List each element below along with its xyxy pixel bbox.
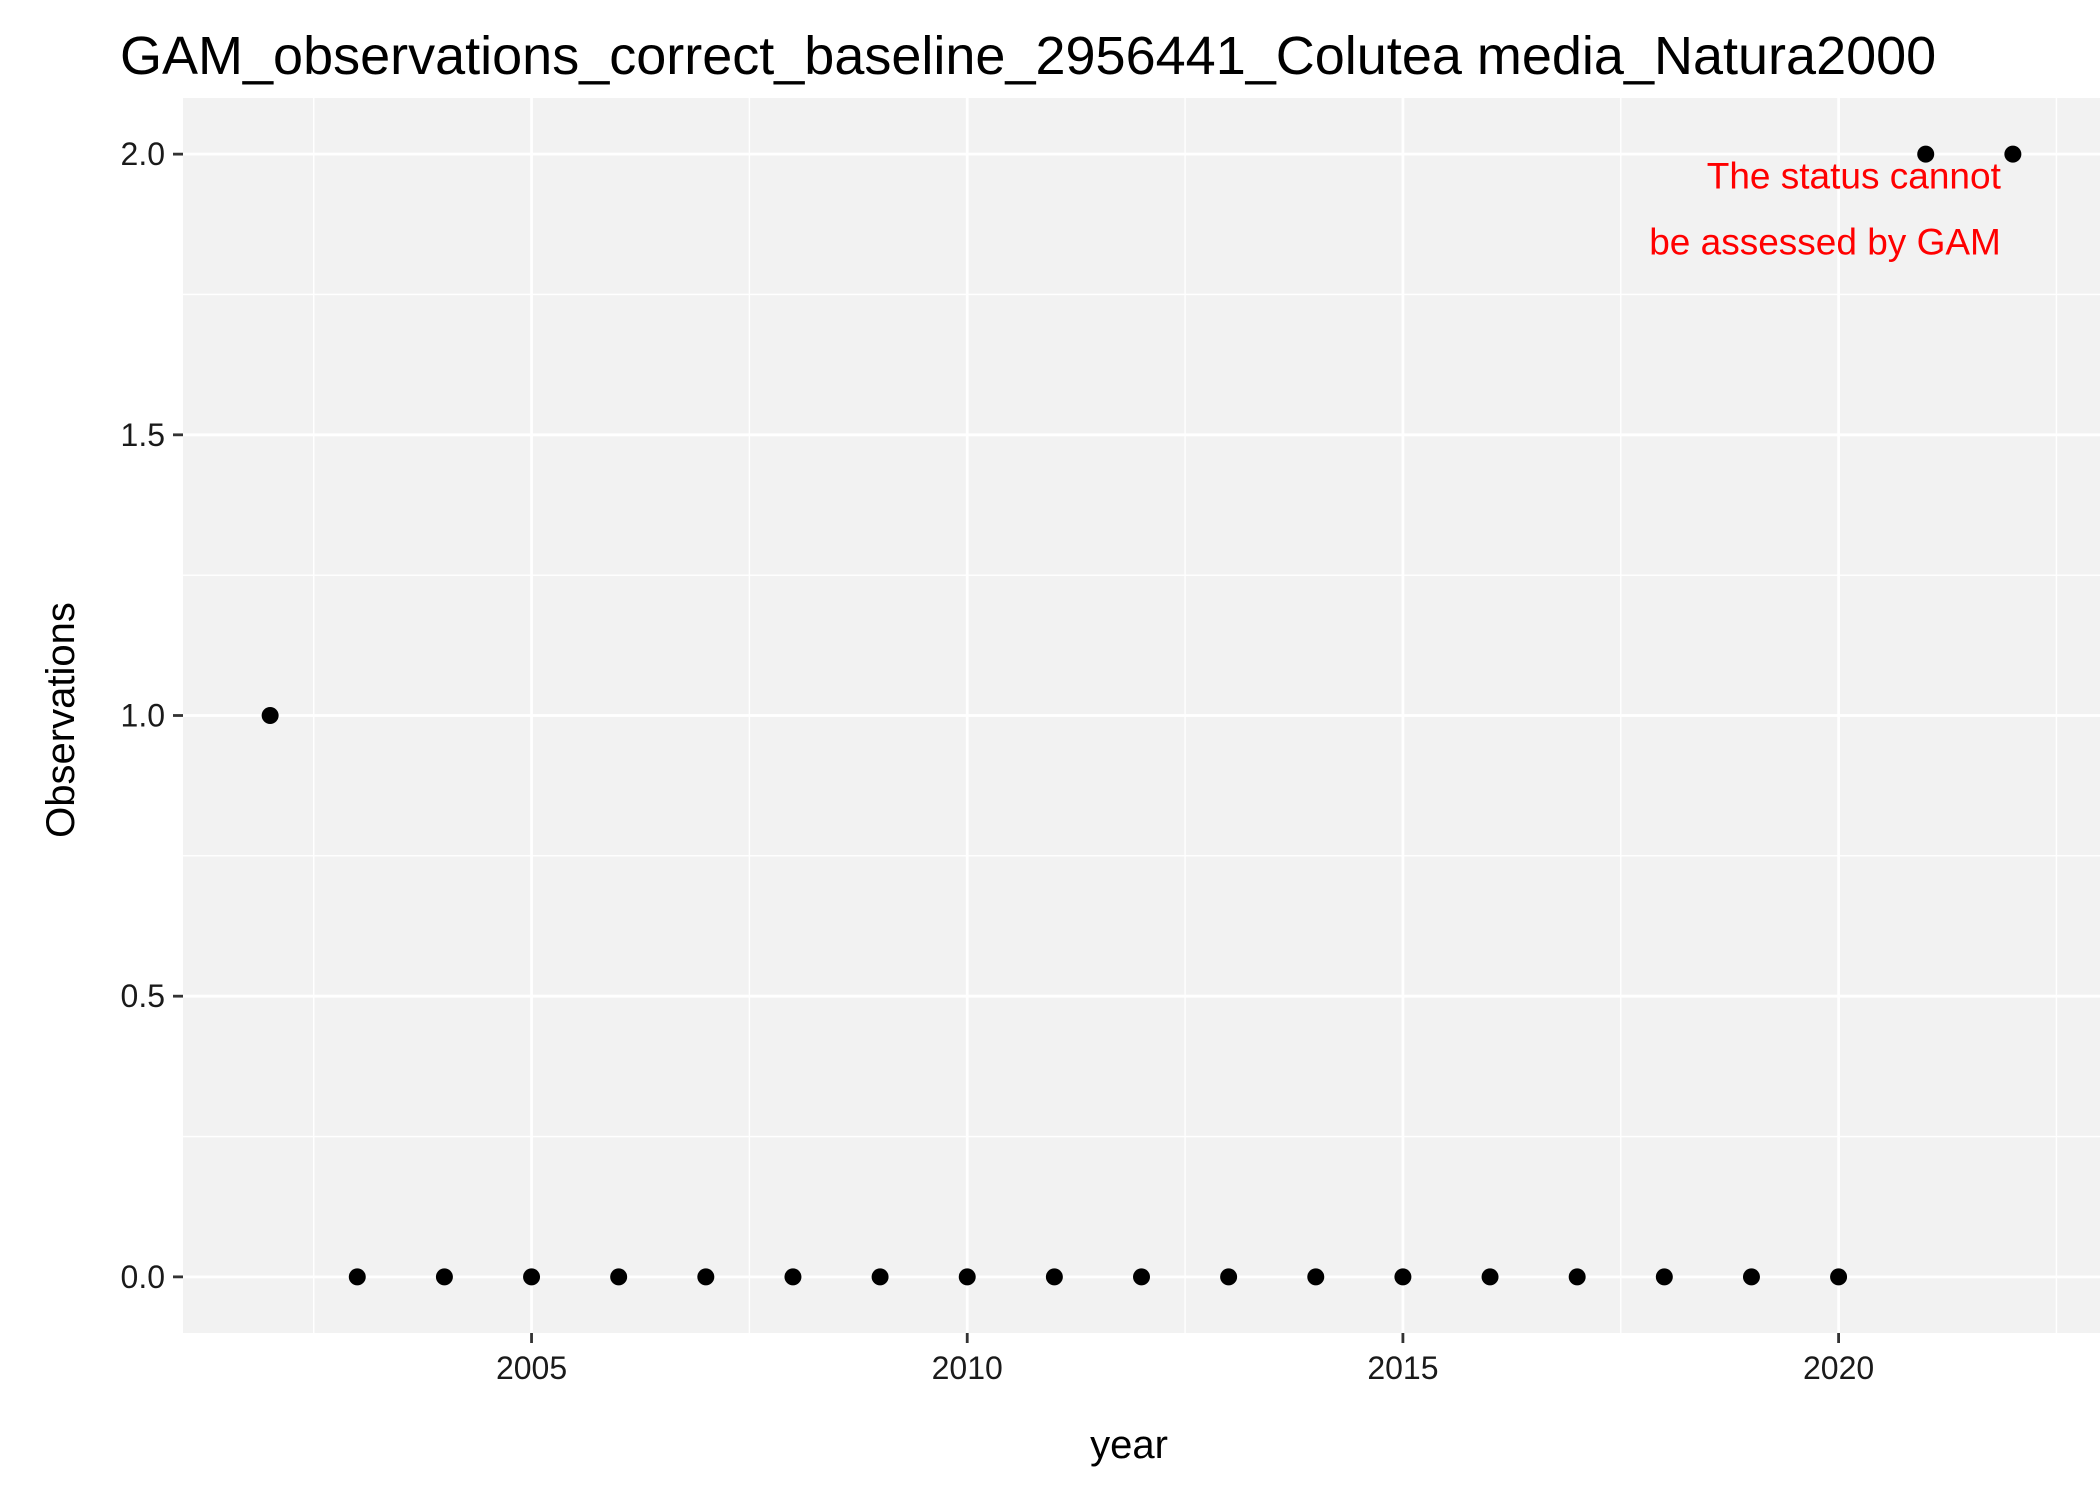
y-tick-labels: 0.0 0.5 1.0 1.5 2.0 [121,136,165,1295]
y-tick-label-0: 0.0 [121,1259,165,1295]
y-tick-label-2: 1.0 [121,698,165,734]
y-axis-title: Observations [39,602,83,838]
data-point-2022 [2004,145,2022,163]
data-point-2003 [348,1268,366,1286]
data-point-2002 [261,707,279,724]
data-point-2013 [1220,1268,1238,1286]
data-point-2006 [610,1268,628,1286]
x-tick-labels: 2005 2010 2015 2020 [496,1350,1874,1386]
data-point-2008 [784,1268,802,1286]
data-point-2017 [1568,1268,1586,1286]
data-point-2004 [435,1268,453,1286]
x-tick-label-2: 2015 [1367,1350,1438,1386]
data-point-2010 [958,1268,976,1286]
annotation-line-1: The status cannot [1707,155,2002,196]
data-points [261,145,2022,1286]
axis-ticks [173,152,1840,1343]
data-point-2005 [523,1268,541,1286]
x-tick-label-1: 2010 [932,1350,1003,1386]
data-point-2007 [697,1268,715,1286]
data-point-2009 [871,1268,889,1286]
data-point-2014 [1307,1268,1325,1286]
annotation-line-2: be assessed by GAM [1649,221,2001,262]
data-point-2021 [1917,145,1935,163]
data-point-2019 [1742,1268,1760,1286]
y-tick-label-3: 1.5 [121,417,165,453]
y-tick-label-1: 0.5 [121,978,165,1014]
y-tick-label-4: 2.0 [121,136,165,172]
data-point-2018 [1655,1268,1673,1286]
chart-title: GAM_observations_correct_baseline_295644… [120,26,1936,86]
x-tick-label-3: 2020 [1803,1350,1874,1386]
data-point-2020 [1830,1268,1848,1286]
x-axis-title: year [1090,1423,1168,1467]
data-point-2015 [1394,1268,1412,1286]
x-tick-label-0: 2005 [496,1350,567,1386]
data-point-2011 [1045,1268,1063,1286]
data-point-2016 [1481,1268,1499,1286]
data-point-2012 [1133,1268,1150,1286]
